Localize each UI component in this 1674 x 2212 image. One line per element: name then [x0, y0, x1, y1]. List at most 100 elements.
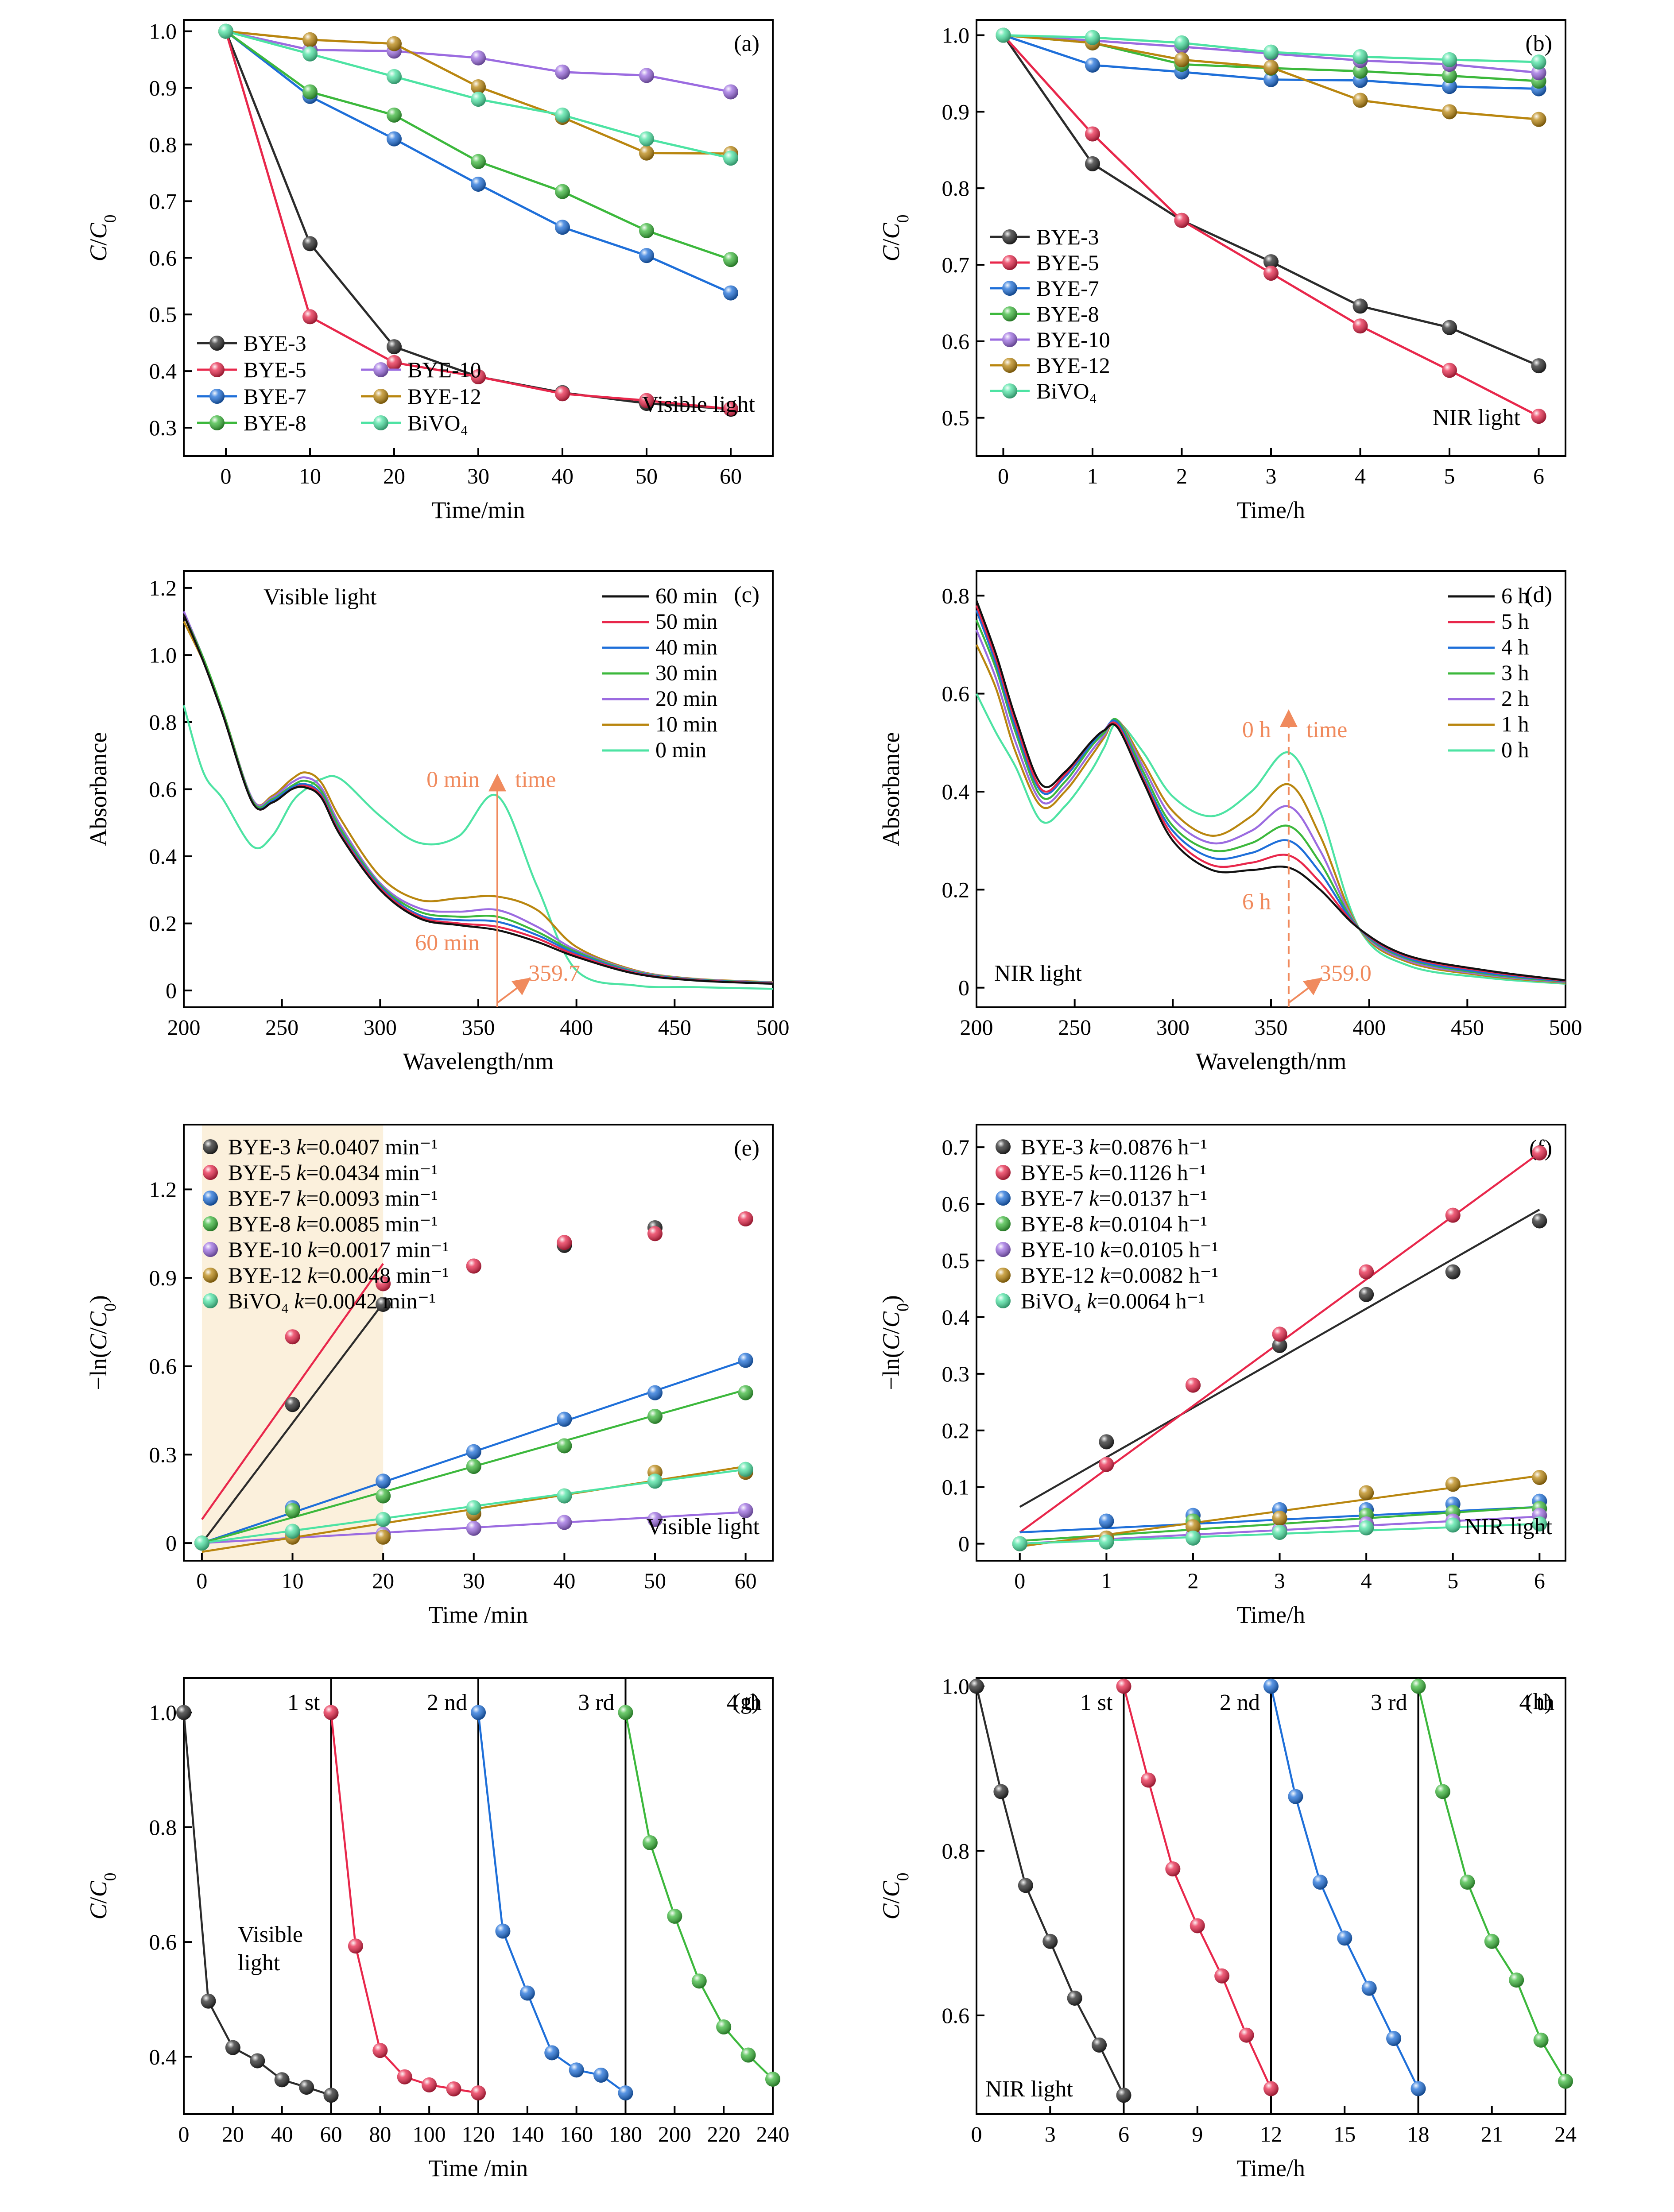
spectrum-d-2 — [975, 610, 1566, 982]
data-point-g-0-1-shade — [201, 1993, 216, 2009]
data-point-e-5-2-shade — [376, 1529, 391, 1545]
data-point-h-0-2-shade — [1018, 1878, 1033, 1893]
legend-marker-b-1-shade — [1002, 255, 1017, 270]
annotation-end-d: 6 h — [1242, 889, 1271, 915]
x-axis-label-g: Time /min — [429, 2155, 528, 2181]
y-tick-label-c-1: 0.2 — [149, 911, 177, 936]
data-point-e-6-5-shade — [647, 1473, 663, 1489]
data-point-b-6-5-shade — [1442, 52, 1457, 67]
data-point-g-1-5-shade — [446, 2081, 461, 2096]
data-point-b-5-6-shade — [1531, 112, 1546, 127]
data-point-g-0-6-shade — [323, 2088, 339, 2103]
legend-marker-f-1-shade — [996, 1165, 1011, 1180]
x-tick-label-f-0: 0 — [1014, 1568, 1025, 1593]
data-point-g-2-5-shade — [593, 2067, 609, 2083]
x-tick-label-c-1: 250 — [265, 1015, 298, 1040]
data-point-f-6-0-shade — [1012, 1536, 1027, 1551]
x-tick-label-g-8: 160 — [560, 2122, 593, 2146]
x-tick-label-c-0: 200 — [167, 1015, 201, 1040]
cycle-label-h-1: 2 nd — [1220, 1690, 1260, 1715]
data-point-e-3-1-shade — [285, 1503, 300, 1518]
condition-label-g-1: light — [238, 1950, 280, 1976]
x-tick-label-g-0: 0 — [178, 2122, 190, 2146]
x-axis-label-e: Time /min — [429, 1601, 528, 1628]
x-tick-label-g-9: 180 — [609, 2122, 642, 2146]
y-tick-label-c-3: 0.6 — [149, 777, 177, 802]
x-tick-label-a-4: 40 — [551, 464, 574, 488]
data-point-g-3-0-shade — [618, 1705, 633, 1720]
data-point-h-0-0-shade — [969, 1678, 984, 1694]
y-tick-label-a-4: 0.7 — [149, 189, 177, 213]
y-axis-label-d: Absorbance — [878, 732, 904, 847]
x-tick-label-e-6: 60 — [735, 1568, 757, 1593]
annotation-time-c: time — [515, 767, 556, 792]
cycle-label-g-2: 3 rd — [578, 1690, 614, 1715]
data-point-b-1-3-shade — [1263, 265, 1279, 281]
data-point-e-4-5-shade — [647, 1512, 663, 1527]
legend-marker-a-5-shade — [373, 389, 388, 404]
panel-g: 0 20 40 60 80 100 120 140 160 180 200 220 240 0.4 0.6 0… — [85, 1677, 790, 2181]
panel-a: 0 10 20 30 40 50 60 0.3 0.4 0.5 0.6 0.7 0.8 0.9 1.0 Tim… — [85, 19, 774, 523]
data-point-g-2-6-shade — [618, 2085, 633, 2101]
y-tick-label-e-2: 0.6 — [149, 1354, 177, 1379]
legend-label-a-6: BiVO₄ — [407, 410, 468, 435]
legend-label-c-5: 10 min — [655, 712, 717, 736]
data-point-g-0-0-shade — [176, 1705, 191, 1720]
data-point-f-6-3-shade — [1272, 1525, 1287, 1540]
data-point-h-3-6-shade — [1558, 2073, 1573, 2089]
data-point-h-2-2-shade — [1312, 1874, 1328, 1890]
data-point-f-0-4-shade — [1359, 1287, 1374, 1302]
cycle-line-g-0 — [182, 1712, 332, 2096]
annotation-start-d: 0 h — [1242, 717, 1271, 742]
data-point-h-3-5-shade — [1533, 2032, 1549, 2048]
data-point-b-5-2-shade — [1174, 52, 1190, 67]
y-axis-label-b: C/C0 — [878, 214, 912, 261]
spectrum-d-1 — [975, 605, 1566, 982]
condition-label-f: NIR light — [1465, 1514, 1552, 1539]
legend-marker-a-2-shade — [209, 389, 225, 404]
data-point-h-2-0-shade — [1263, 1678, 1279, 1694]
legend-marker-e-3-shade — [203, 1216, 218, 1231]
legend-marker-f-2-shade — [996, 1191, 1011, 1206]
data-point-g-1-6-shade — [471, 2085, 486, 2101]
data-point-b-6-1-shade — [1085, 30, 1100, 45]
data-point-f-1-2-shade — [1185, 1377, 1201, 1393]
x-tick-label-f-2: 2 — [1187, 1568, 1198, 1593]
cycle-label-g-0: 1 st — [287, 1690, 320, 1715]
data-point-b-6-3-shade — [1263, 44, 1279, 60]
y-tick-label-a-1: 0.4 — [149, 359, 177, 383]
x-tick-label-b-0: 0 — [998, 464, 1009, 488]
x-tick-label-c-2: 300 — [364, 1015, 397, 1040]
annotation-time-d: time — [1306, 717, 1347, 742]
y-tick-label-d-0: 0 — [958, 975, 969, 1000]
data-point-b-3-5-shade — [1442, 68, 1457, 84]
x-tick-label-h-2: 6 — [1118, 2122, 1129, 2146]
x-tick-label-a-5: 50 — [636, 464, 658, 488]
legend-label-f-6: BiVO₄ k=0.0064 h⁻¹ — [1021, 1288, 1205, 1313]
x-tick-label-h-7: 21 — [1481, 2122, 1503, 2146]
legend-marker-e-5-shade — [203, 1268, 218, 1283]
panel-c: 200 250 300 350 400 450 500 0 0.2 0.4 0.6 0.8 1.0 1.2… — [85, 570, 790, 1075]
y-tick-label-g-1: 0.6 — [149, 1930, 177, 1954]
x-tick-label-a-2: 20 — [383, 464, 405, 488]
data-point-g-2-2-shade — [519, 1985, 535, 2001]
legend-marker-f-5-shade — [996, 1268, 1011, 1283]
x-tick-label-c-5: 450 — [658, 1015, 691, 1040]
data-point-f-1-3-shade — [1272, 1326, 1287, 1342]
legend-marker-a-0-shade — [209, 336, 225, 351]
data-point-e-1-1-shade — [285, 1329, 300, 1345]
cycle-label-h-2: 3 rd — [1371, 1690, 1407, 1715]
panel-f: 0 1 2 3 4 5 6 0 0.1 0.2 0.3 0.4 0.5 0.6 0.7 Time/h −ln(C… — [878, 1124, 1566, 1628]
legend-label-d-1: 5 h — [1501, 609, 1529, 634]
data-point-b-1-2-shade — [1174, 213, 1190, 228]
legend-label-f-2: BYE-7 k=0.0137 h⁻¹ — [1021, 1186, 1207, 1210]
legend-marker-b-0-shade — [1002, 229, 1017, 244]
legend-label-c-1: 50 min — [655, 609, 717, 634]
panel-e: 0 10 20 30 40 50 60 0 0.3 0.6 0.9 1.2 Time /min −ln(C… — [85, 1124, 774, 1628]
data-point-e-1-4-shade — [557, 1235, 572, 1250]
y-axis-label-e: −ln(C/C0) — [85, 1295, 120, 1390]
legend-marker-e-2-shade — [203, 1191, 218, 1206]
y-tick-label-h-2: 1.0 — [942, 1674, 970, 1699]
data-point-a-1-1-shade — [302, 309, 318, 325]
x-tick-label-f-4: 4 — [1361, 1568, 1372, 1593]
